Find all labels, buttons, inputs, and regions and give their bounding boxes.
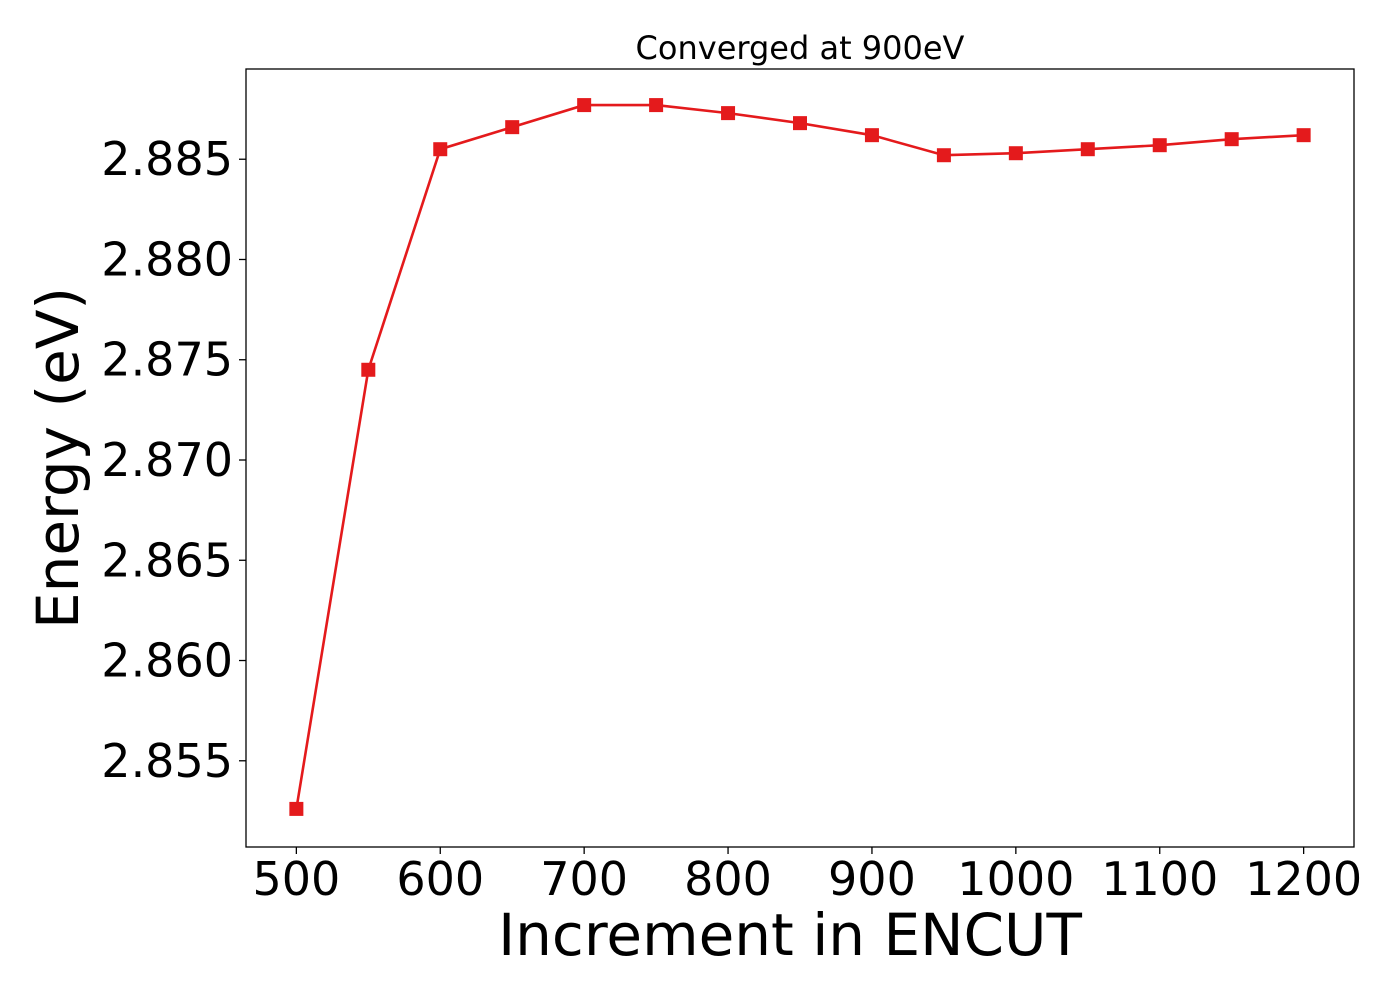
chart-title: Converged at 900eV (636, 29, 965, 67)
y-tick-label: 2.885 (101, 132, 233, 186)
y-tick-label: 2.880 (101, 232, 233, 286)
data-point-marker (1008, 146, 1023, 161)
x-tick-label: 1000 (957, 852, 1074, 906)
data-point-marker (289, 801, 304, 816)
x-tick-label: 500 (252, 852, 340, 906)
data-point-marker (1080, 142, 1095, 157)
data-point-marker (936, 148, 951, 163)
y-tick-label: 2.860 (101, 634, 233, 688)
plot-area-frame (245, 68, 1355, 848)
y-axis: 2.855 2.860 2.865 2.870 2.875 2.880 2.885 (101, 132, 246, 788)
data-point-marker (505, 120, 520, 135)
series-layer (289, 98, 1311, 816)
data-point-marker (721, 106, 736, 121)
data-point-marker (649, 98, 664, 113)
x-axis-label: Increment in ENCUT (498, 901, 1082, 969)
x-tick-label: 600 (396, 852, 484, 906)
x-tick-label: 1200 (1245, 852, 1362, 906)
data-point-marker (864, 128, 879, 143)
y-tick-label: 2.870 (101, 433, 233, 487)
data-point-marker (1224, 132, 1239, 147)
x-tick-label: 700 (540, 852, 628, 906)
data-point-marker (433, 142, 448, 157)
x-axis: 500 600 700 800 900 1000 1100 1200 (252, 847, 1362, 906)
y-tick-label: 2.865 (101, 533, 233, 587)
x-tick-label: 1100 (1101, 852, 1218, 906)
data-point-marker (1296, 128, 1311, 143)
data-point-marker (577, 98, 592, 113)
data-point-marker (1152, 138, 1167, 153)
y-tick-label: 2.855 (101, 734, 233, 788)
series-line (295, 103, 1304, 810)
x-tick-label: 800 (684, 852, 772, 906)
data-point-marker (793, 116, 807, 131)
data-point-marker (361, 362, 376, 377)
y-axis-label: Energy (eV) (24, 287, 92, 629)
y-tick-label: 2.875 (101, 333, 233, 387)
x-tick-label: 900 (828, 852, 916, 906)
